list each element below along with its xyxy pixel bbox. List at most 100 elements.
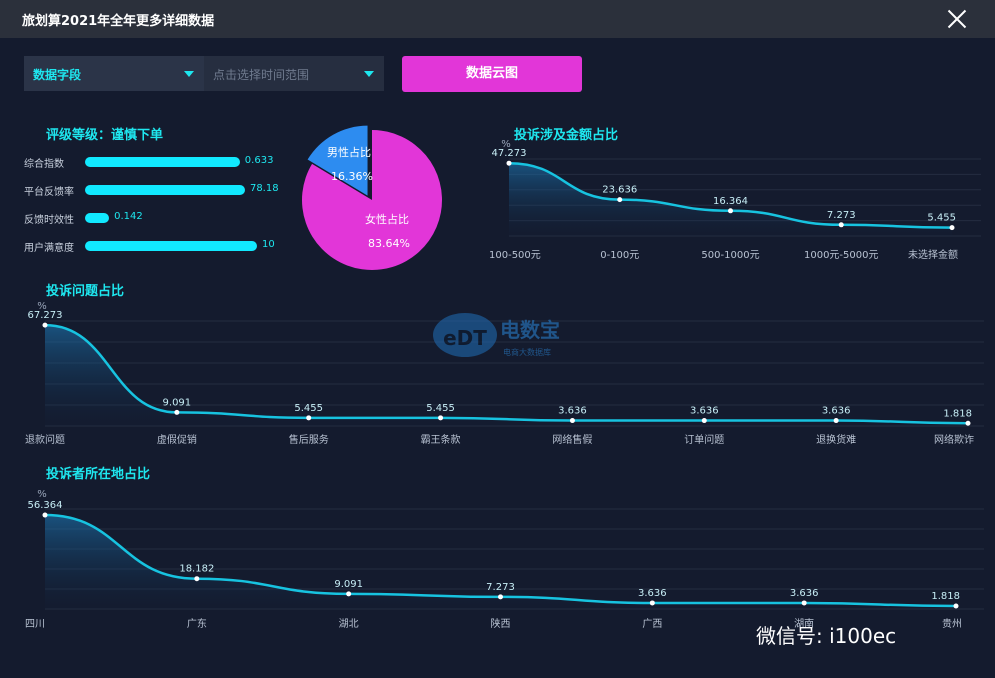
- rating-bar: [85, 213, 110, 223]
- data-label: 3.636: [790, 588, 819, 599]
- x-tick-label: 未选择金额: [908, 248, 958, 261]
- data-label: 7.273: [486, 582, 515, 593]
- data-label: 1.818: [943, 408, 972, 419]
- data-label: 56.364: [28, 500, 63, 511]
- rating-row: 反馈时效性 0.142: [24, 211, 284, 226]
- data-point[interactable]: [174, 409, 180, 415]
- data-point[interactable]: [833, 418, 839, 424]
- logo-subtitle: 电商大数据库: [503, 347, 551, 357]
- data-point[interactable]: [965, 420, 971, 426]
- rating-bar: [85, 185, 245, 195]
- area-fill: [509, 163, 952, 236]
- time-range-select[interactable]: 点击选择时间范围: [204, 56, 384, 91]
- rating-label: 综合指数: [24, 159, 64, 170]
- rating-value: 10: [262, 239, 275, 250]
- data-point[interactable]: [617, 197, 623, 203]
- pie-label-female: 女性占比: [365, 212, 409, 226]
- gender-pie-chart: 男性占比 16.36% 女性占比 83.64%: [301, 125, 442, 270]
- pie-value-male: 16.36%: [331, 170, 373, 183]
- x-tick-label: 广东: [187, 617, 207, 630]
- logo-mark: eDT: [443, 326, 487, 350]
- data-point[interactable]: [42, 322, 48, 328]
- amount-chart-title: 投诉涉及金额占比: [514, 128, 619, 143]
- field-select[interactable]: 数据字段: [24, 56, 204, 91]
- cloud-icon: [433, 313, 497, 357]
- x-tick-label: 陕西: [491, 617, 511, 630]
- rating-value: 0.633: [244, 155, 274, 166]
- amount-area-chart: %47.273 100-500元 23.636 0-100元 16.364 500-100…: [490, 139, 981, 261]
- x-tick-label: 退款问题: [25, 433, 65, 446]
- rating-label: 反馈时效性: [24, 215, 74, 226]
- area-fill: [45, 515, 956, 609]
- data-label: 16.364: [713, 196, 748, 207]
- rating-row: 用户满意度 10: [24, 239, 284, 254]
- data-point[interactable]: [949, 225, 955, 231]
- data-label: 3.636: [690, 406, 719, 417]
- pie-value-female: 83.64%: [368, 237, 410, 250]
- x-tick-label: 售后服务: [289, 433, 329, 446]
- data-point[interactable]: [728, 208, 733, 214]
- issue-area-chart: %67.273 退款问题 9.091 虚假促销 5.455 售后服务 5.455 霸王条款 3.…: [25, 301, 984, 446]
- x-tick-label: 贵州: [942, 617, 962, 630]
- area-fill: [45, 325, 968, 426]
- data-label: 9.091: [334, 579, 363, 590]
- field-select-label: 数据字段: [33, 68, 82, 82]
- data-point[interactable]: [438, 415, 444, 421]
- data-label: 5.455: [927, 213, 956, 224]
- data-label: 9.091: [163, 397, 192, 408]
- data-label: 3.636: [822, 406, 851, 417]
- pie-slice-male[interactable]: [307, 125, 368, 196]
- x-tick-label: 网络售假: [552, 433, 592, 446]
- x-tick-label: 霸王条款: [421, 433, 461, 446]
- data-label: 5.455: [294, 403, 323, 414]
- x-tick-label: 100-500元: [490, 250, 541, 261]
- pie-label-male: 男性占比: [327, 145, 371, 159]
- rating-title: 评级等级：谨慎下单: [46, 128, 164, 143]
- data-point[interactable]: [838, 222, 844, 228]
- data-label: 7.273: [827, 210, 856, 221]
- x-tick-label: 网络欺诈: [934, 433, 974, 446]
- rating-label: 平台反馈率: [24, 187, 74, 198]
- data-point[interactable]: [506, 160, 512, 166]
- close-icon[interactable]: [945, 7, 969, 31]
- data-point[interactable]: [498, 594, 503, 600]
- data-point[interactable]: [346, 591, 352, 597]
- axis-unit-label: %: [501, 139, 511, 150]
- data-label: 23.636: [602, 185, 637, 196]
- rating-bar: [85, 157, 240, 167]
- title-bar: 旅划算2021年全年更多详细数据: [0, 0, 995, 38]
- rating-label: 用户满意度: [24, 243, 74, 254]
- x-tick-label: 广西: [642, 618, 662, 630]
- rating-row: 平台反馈率 78.18: [24, 183, 284, 198]
- data-point[interactable]: [569, 418, 575, 424]
- x-tick-label: 1000元-5000元: [804, 250, 879, 261]
- logo-title: 电数宝: [500, 318, 560, 342]
- axis-unit-label: %: [37, 301, 47, 312]
- data-point[interactable]: [801, 600, 807, 606]
- data-cloud-button[interactable]: 数据云图: [402, 56, 582, 92]
- location-chart-title: 投诉者所在地占比: [46, 467, 151, 482]
- data-point[interactable]: [953, 603, 959, 609]
- data-label: 3.636: [558, 406, 587, 417]
- time-range-placeholder: 点击选择时间范围: [213, 68, 310, 82]
- data-point[interactable]: [306, 415, 312, 421]
- x-tick-label: 500-1000元: [701, 250, 759, 261]
- x-tick-label: 退换货难: [816, 433, 856, 446]
- axis-unit-label: %: [37, 489, 47, 500]
- rating-bar: [85, 241, 257, 251]
- location-area-chart: %56.364 四川 18.182 广东 9.091 湖北 7.273 陕西 3.636 广西 3.…: [25, 489, 984, 630]
- data-label: 3.636: [638, 588, 667, 599]
- data-point[interactable]: [194, 576, 200, 582]
- rating-row: 综合指数 0.633: [24, 155, 284, 170]
- data-point[interactable]: [42, 512, 48, 518]
- pie-slice-female[interactable]: [301, 130, 442, 270]
- rating-value: 78.18: [249, 183, 279, 194]
- data-label: 18.182: [179, 564, 214, 575]
- data-point[interactable]: [701, 418, 707, 424]
- data-point[interactable]: [649, 600, 655, 606]
- data-label: 67.273: [28, 310, 63, 321]
- x-tick-label: 虚假促销: [157, 433, 197, 446]
- wechat-watermark: 微信号: i100ec: [756, 624, 897, 648]
